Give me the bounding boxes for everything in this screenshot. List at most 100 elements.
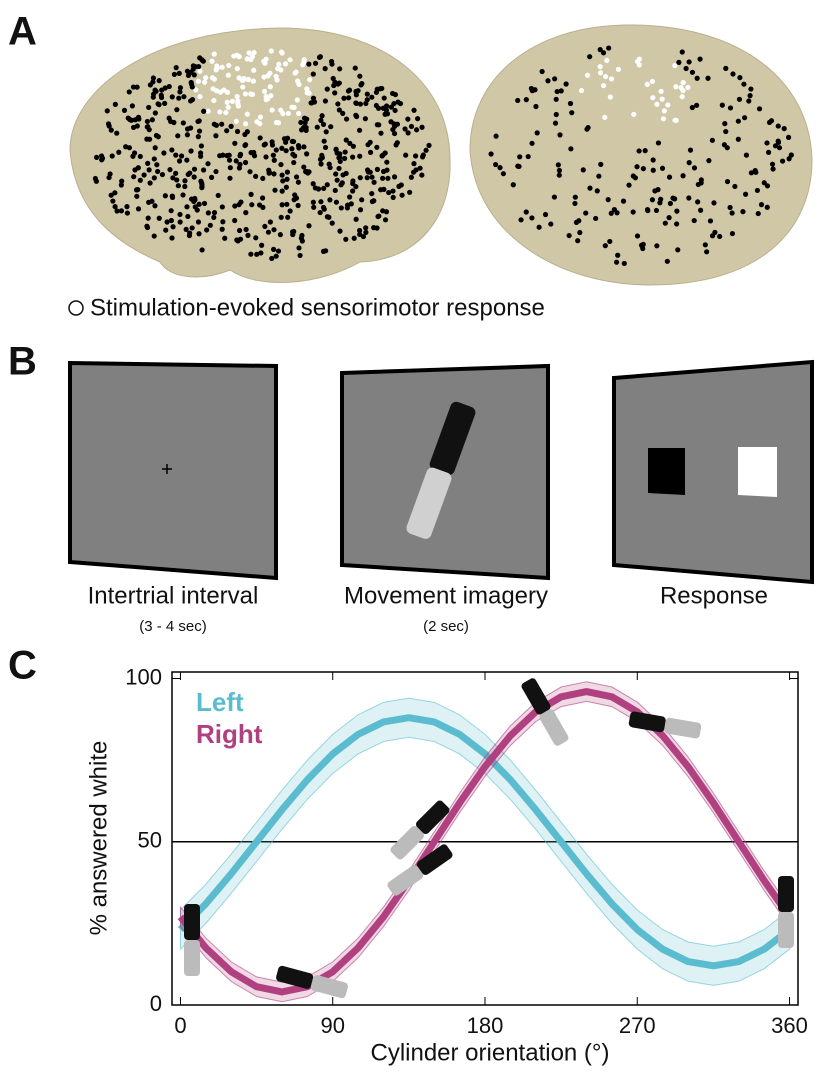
cylinder-icon: [184, 904, 200, 976]
electrode: [149, 198, 155, 204]
electrode: [602, 114, 608, 120]
electrode: [261, 142, 267, 148]
electrode: [292, 70, 298, 76]
electrode: [135, 206, 142, 212]
electrode: [311, 204, 317, 210]
screen: [612, 359, 814, 585]
electrode: [367, 139, 373, 145]
electrode: [273, 147, 279, 153]
electrode: [376, 122, 382, 128]
electrode: [267, 84, 273, 90]
electrode: [371, 225, 377, 231]
electrode: [137, 177, 143, 183]
electrode: [356, 127, 363, 133]
electrode: [381, 95, 387, 101]
electrode: [552, 76, 558, 82]
electrode: [359, 81, 365, 87]
electrode: [334, 177, 340, 183]
electrode: [243, 226, 249, 233]
electrode: [405, 130, 411, 136]
electrode: [332, 187, 338, 194]
electrode: [567, 100, 574, 107]
electrode: [748, 170, 754, 176]
electrode: [337, 158, 343, 165]
electrode: [175, 183, 181, 189]
electrode: [321, 138, 327, 144]
cylinder-icon: [778, 876, 794, 948]
electrode: [339, 180, 345, 186]
electrode: [770, 166, 776, 172]
electrode: [723, 65, 729, 71]
electrode: [301, 115, 308, 121]
electrode: [413, 167, 419, 173]
electrode: [634, 233, 641, 239]
electrode: [343, 236, 349, 242]
electrode: [126, 89, 132, 95]
electrode: [180, 192, 186, 198]
electrode: [649, 197, 656, 203]
electrode: [674, 208, 680, 214]
electrode: [350, 154, 356, 160]
screen-label: Intertrial interval: [88, 582, 259, 609]
electrode: [374, 166, 381, 172]
y-axis-label: % answered white: [85, 741, 112, 936]
confidence-band: [179, 697, 791, 986]
electrode: [114, 208, 120, 214]
electrode: [709, 137, 715, 143]
electrode: [268, 48, 274, 54]
electrode: [176, 95, 182, 101]
electrode: [258, 250, 264, 256]
electrode: [257, 114, 264, 120]
electrode: [515, 163, 521, 169]
electrode: [306, 61, 312, 67]
electrode: [741, 81, 747, 87]
electrode: [382, 217, 389, 223]
electrode: [687, 147, 694, 153]
electrode: [342, 155, 348, 162]
electrode: [654, 101, 660, 107]
electrode: [306, 223, 312, 229]
electrode: [391, 101, 397, 107]
electrode: [722, 121, 728, 127]
electrode: [236, 227, 243, 234]
electrode: [636, 56, 643, 62]
electrode: [615, 66, 622, 72]
electrode: [317, 209, 323, 216]
electrode: [187, 230, 193, 236]
cylinder-light: [539, 709, 569, 746]
electrode: [201, 200, 208, 207]
electrode: [672, 196, 678, 202]
electrode: [397, 100, 404, 107]
electrode: [600, 82, 607, 89]
electrode: [253, 235, 259, 241]
electrode: [613, 259, 620, 265]
electrode: [518, 217, 524, 223]
electrode: [607, 94, 613, 100]
electrode: [604, 57, 610, 64]
electrode: [185, 72, 192, 79]
electrode: [408, 123, 415, 130]
electrode: [534, 130, 540, 136]
electrode: [181, 94, 187, 100]
electrode: [151, 175, 157, 181]
electrode: [124, 204, 130, 210]
electrode: [634, 164, 640, 170]
electrode: [317, 54, 323, 60]
electrode: [237, 153, 243, 159]
electrode: [705, 75, 711, 81]
electrode: [697, 56, 703, 62]
electrode: [337, 66, 343, 72]
electrode: [185, 213, 191, 220]
electrode: [229, 98, 236, 104]
electrode: [659, 165, 666, 171]
electrode: [200, 167, 207, 173]
electrode: [234, 128, 241, 135]
electrode: [573, 219, 580, 225]
electrode: [691, 165, 698, 171]
electrode: [332, 79, 338, 85]
electrode: [198, 178, 204, 184]
electrode: [702, 242, 708, 248]
electrode: [201, 108, 207, 114]
x-tick-label: 270: [619, 1013, 656, 1038]
electrode: [198, 143, 204, 149]
